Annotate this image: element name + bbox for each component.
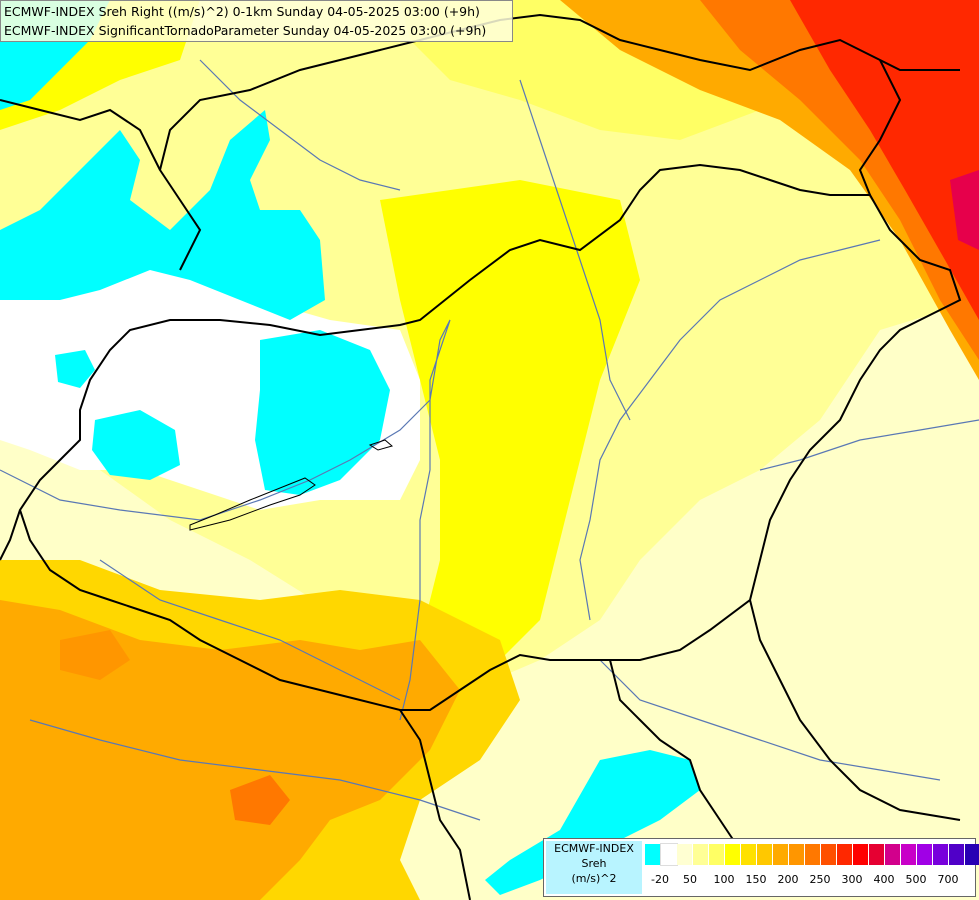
legend-swatch <box>821 844 837 865</box>
legend-swatch <box>741 844 757 865</box>
river-danube <box>0 319 451 721</box>
border-hungary <box>18 163 962 711</box>
legend-ticks: -20 50 100 150 200 250 300 400 500 700 <box>645 873 975 889</box>
legend-swatch <box>709 844 725 865</box>
legend-tick-label: 50 <box>683 873 697 886</box>
legend-swatch <box>789 844 805 865</box>
field-cyan-west <box>0 110 325 320</box>
legend-tick-label: 100 <box>713 873 735 886</box>
header-line-2: ECMWF-INDEX SignificantTornadoParameter … <box>4 23 487 38</box>
field-cyan-small <box>92 410 180 480</box>
river-sava <box>29 719 481 821</box>
header-line-1: ECMWF-INDEX Sreh Right ((m/s)^2) 0-1km S… <box>4 4 480 19</box>
legend-title-line-3: (m/s)^2 <box>571 872 617 885</box>
legend-tick-label: 400 <box>873 873 895 886</box>
lake-small <box>368 439 394 451</box>
border-croatia <box>399 709 471 900</box>
field-yellow-band <box>380 180 640 680</box>
field-cyan-center <box>255 330 390 495</box>
legend-title: ECMWF-INDEX Sreh (m/s)^2 <box>546 841 642 894</box>
legend-title-line-2: Sreh <box>581 857 607 870</box>
legend-swatch <box>917 844 933 865</box>
river-north <box>519 79 631 421</box>
legend-tick-label: 200 <box>777 873 799 886</box>
field-magenta-spot <box>950 170 979 250</box>
legend-swatch <box>885 844 901 865</box>
river-tisza <box>579 239 881 621</box>
border-ukraine <box>858 59 902 196</box>
legend-swatch <box>805 844 821 865</box>
legend-tick-label: 150 <box>745 873 767 886</box>
legend-tick-label: -20 <box>651 873 669 886</box>
border-serbia <box>609 659 741 851</box>
field-orange-spot <box>230 775 290 825</box>
field-cyan-dot <box>55 350 95 388</box>
lake-balaton <box>189 477 316 531</box>
legend-swatch <box>853 844 869 865</box>
legend-swatch <box>660 843 678 866</box>
border-slovenia <box>0 509 21 561</box>
legend-swatch <box>965 844 979 865</box>
legend-swatch <box>693 844 709 865</box>
legend-tick-label: 700 <box>937 873 959 886</box>
legend-swatch <box>869 844 885 865</box>
river-east <box>759 419 979 471</box>
map-header: ECMWF-INDEX Sreh Right ((m/s)^2) 0-1km S… <box>0 0 513 42</box>
legend-tick-label: 250 <box>809 873 831 886</box>
river-south <box>599 659 941 781</box>
legend-swatch <box>837 844 853 865</box>
field-orange-spot-2 <box>60 630 130 680</box>
legend-title-line-1: ECMWF-INDEX <box>554 842 634 855</box>
river-west <box>99 559 401 701</box>
legend-swatch <box>725 844 741 865</box>
border-austria <box>0 99 161 171</box>
legend-swatch <box>933 844 949 865</box>
field-red-northeast <box>790 0 979 320</box>
legend-swatch <box>645 844 661 865</box>
legend-tick-label: 500 <box>905 873 927 886</box>
field-orange-core <box>0 600 460 900</box>
lakes <box>189 439 394 531</box>
color-legend: ECMWF-INDEX Sreh (m/s)^2 -20 50 100 150 200 2… <box>543 838 979 897</box>
legend-swatch <box>757 844 773 865</box>
border-romania <box>749 599 961 821</box>
legend-swatch <box>677 844 693 865</box>
legend-swatches <box>645 843 979 866</box>
legend-swatch <box>901 844 917 865</box>
legend-tick-label: 300 <box>841 873 863 886</box>
legend-swatch <box>773 844 789 865</box>
field-cyan-south <box>485 750 700 895</box>
legend-swatch <box>949 844 965 865</box>
